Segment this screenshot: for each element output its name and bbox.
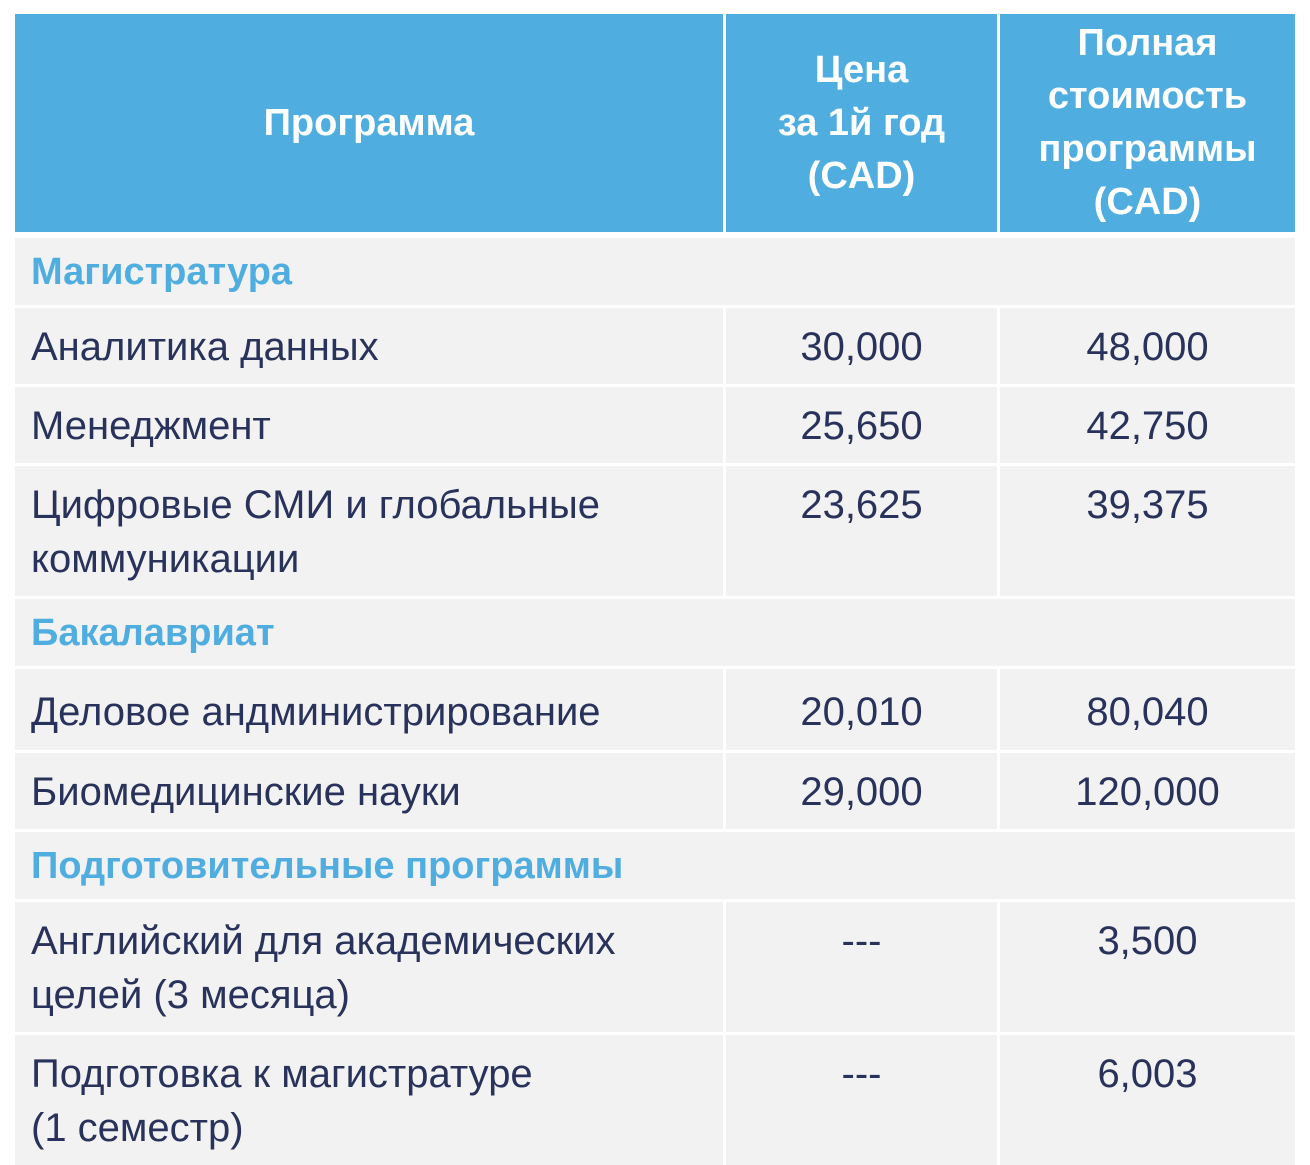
total-cost: 80,040	[1000, 669, 1295, 753]
header-program: Программа	[15, 14, 726, 238]
header-total-cost: Полная стоимость программы (CAD)	[1000, 14, 1295, 238]
table-row: Деловое андминистрирование 20,010 80,040	[15, 669, 1295, 753]
program-name: Английский для академических целей (3 мес…	[15, 902, 726, 1035]
first-year-price: ---	[726, 902, 1000, 1035]
program-name: Цифровые СМИ и глобальные коммуникации	[15, 466, 726, 599]
section-row-bachelors: Бакалавриат	[15, 599, 1295, 669]
table-row: Биомедицинские науки 29,000 120,000	[15, 753, 1295, 832]
table-row: Подготовка к магистратуре (1 семестр) ---…	[15, 1035, 1295, 1165]
program-name: Аналитика данных	[15, 308, 726, 387]
first-year-price: 23,625	[726, 466, 1000, 599]
program-name: Биомедицинские науки	[15, 753, 726, 832]
first-year-price: ---	[726, 1035, 1000, 1165]
program-name: Менеджмент	[15, 387, 726, 466]
header-row: Программа Цена за 1й год (CAD) Полная стоим…	[15, 14, 1295, 238]
total-cost: 6,003	[1000, 1035, 1295, 1165]
header-first-year-price: Цена за 1й год (CAD)	[726, 14, 1000, 238]
tuition-table: Программа Цена за 1й год (CAD) Полная стоим…	[15, 14, 1295, 1165]
section-row-masters: Магистратура	[15, 238, 1295, 308]
section-row-preparatory: Подготовительные программы	[15, 832, 1295, 902]
program-name: Подготовка к магистратуре (1 семестр)	[15, 1035, 726, 1165]
section-title: Магистратура	[15, 238, 1295, 308]
first-year-price: 30,000	[726, 308, 1000, 387]
table-row: Английский для академических целей (3 мес…	[15, 902, 1295, 1035]
first-year-price: 29,000	[726, 753, 1000, 832]
table-row: Цифровые СМИ и глобальные коммуникации 23…	[15, 466, 1295, 599]
first-year-price: 20,010	[726, 669, 1000, 753]
program-name: Деловое андминистрирование	[15, 669, 726, 753]
total-cost: 120,000	[1000, 753, 1295, 832]
total-cost: 3,500	[1000, 902, 1295, 1035]
section-title: Подготовительные программы	[15, 832, 1295, 902]
total-cost: 39,375	[1000, 466, 1295, 599]
table-row: Аналитика данных 30,000 48,000	[15, 308, 1295, 387]
total-cost: 42,750	[1000, 387, 1295, 466]
total-cost: 48,000	[1000, 308, 1295, 387]
first-year-price: 25,650	[726, 387, 1000, 466]
section-title: Бакалавриат	[15, 599, 1295, 669]
table-row: Менеджмент 25,650 42,750	[15, 387, 1295, 466]
